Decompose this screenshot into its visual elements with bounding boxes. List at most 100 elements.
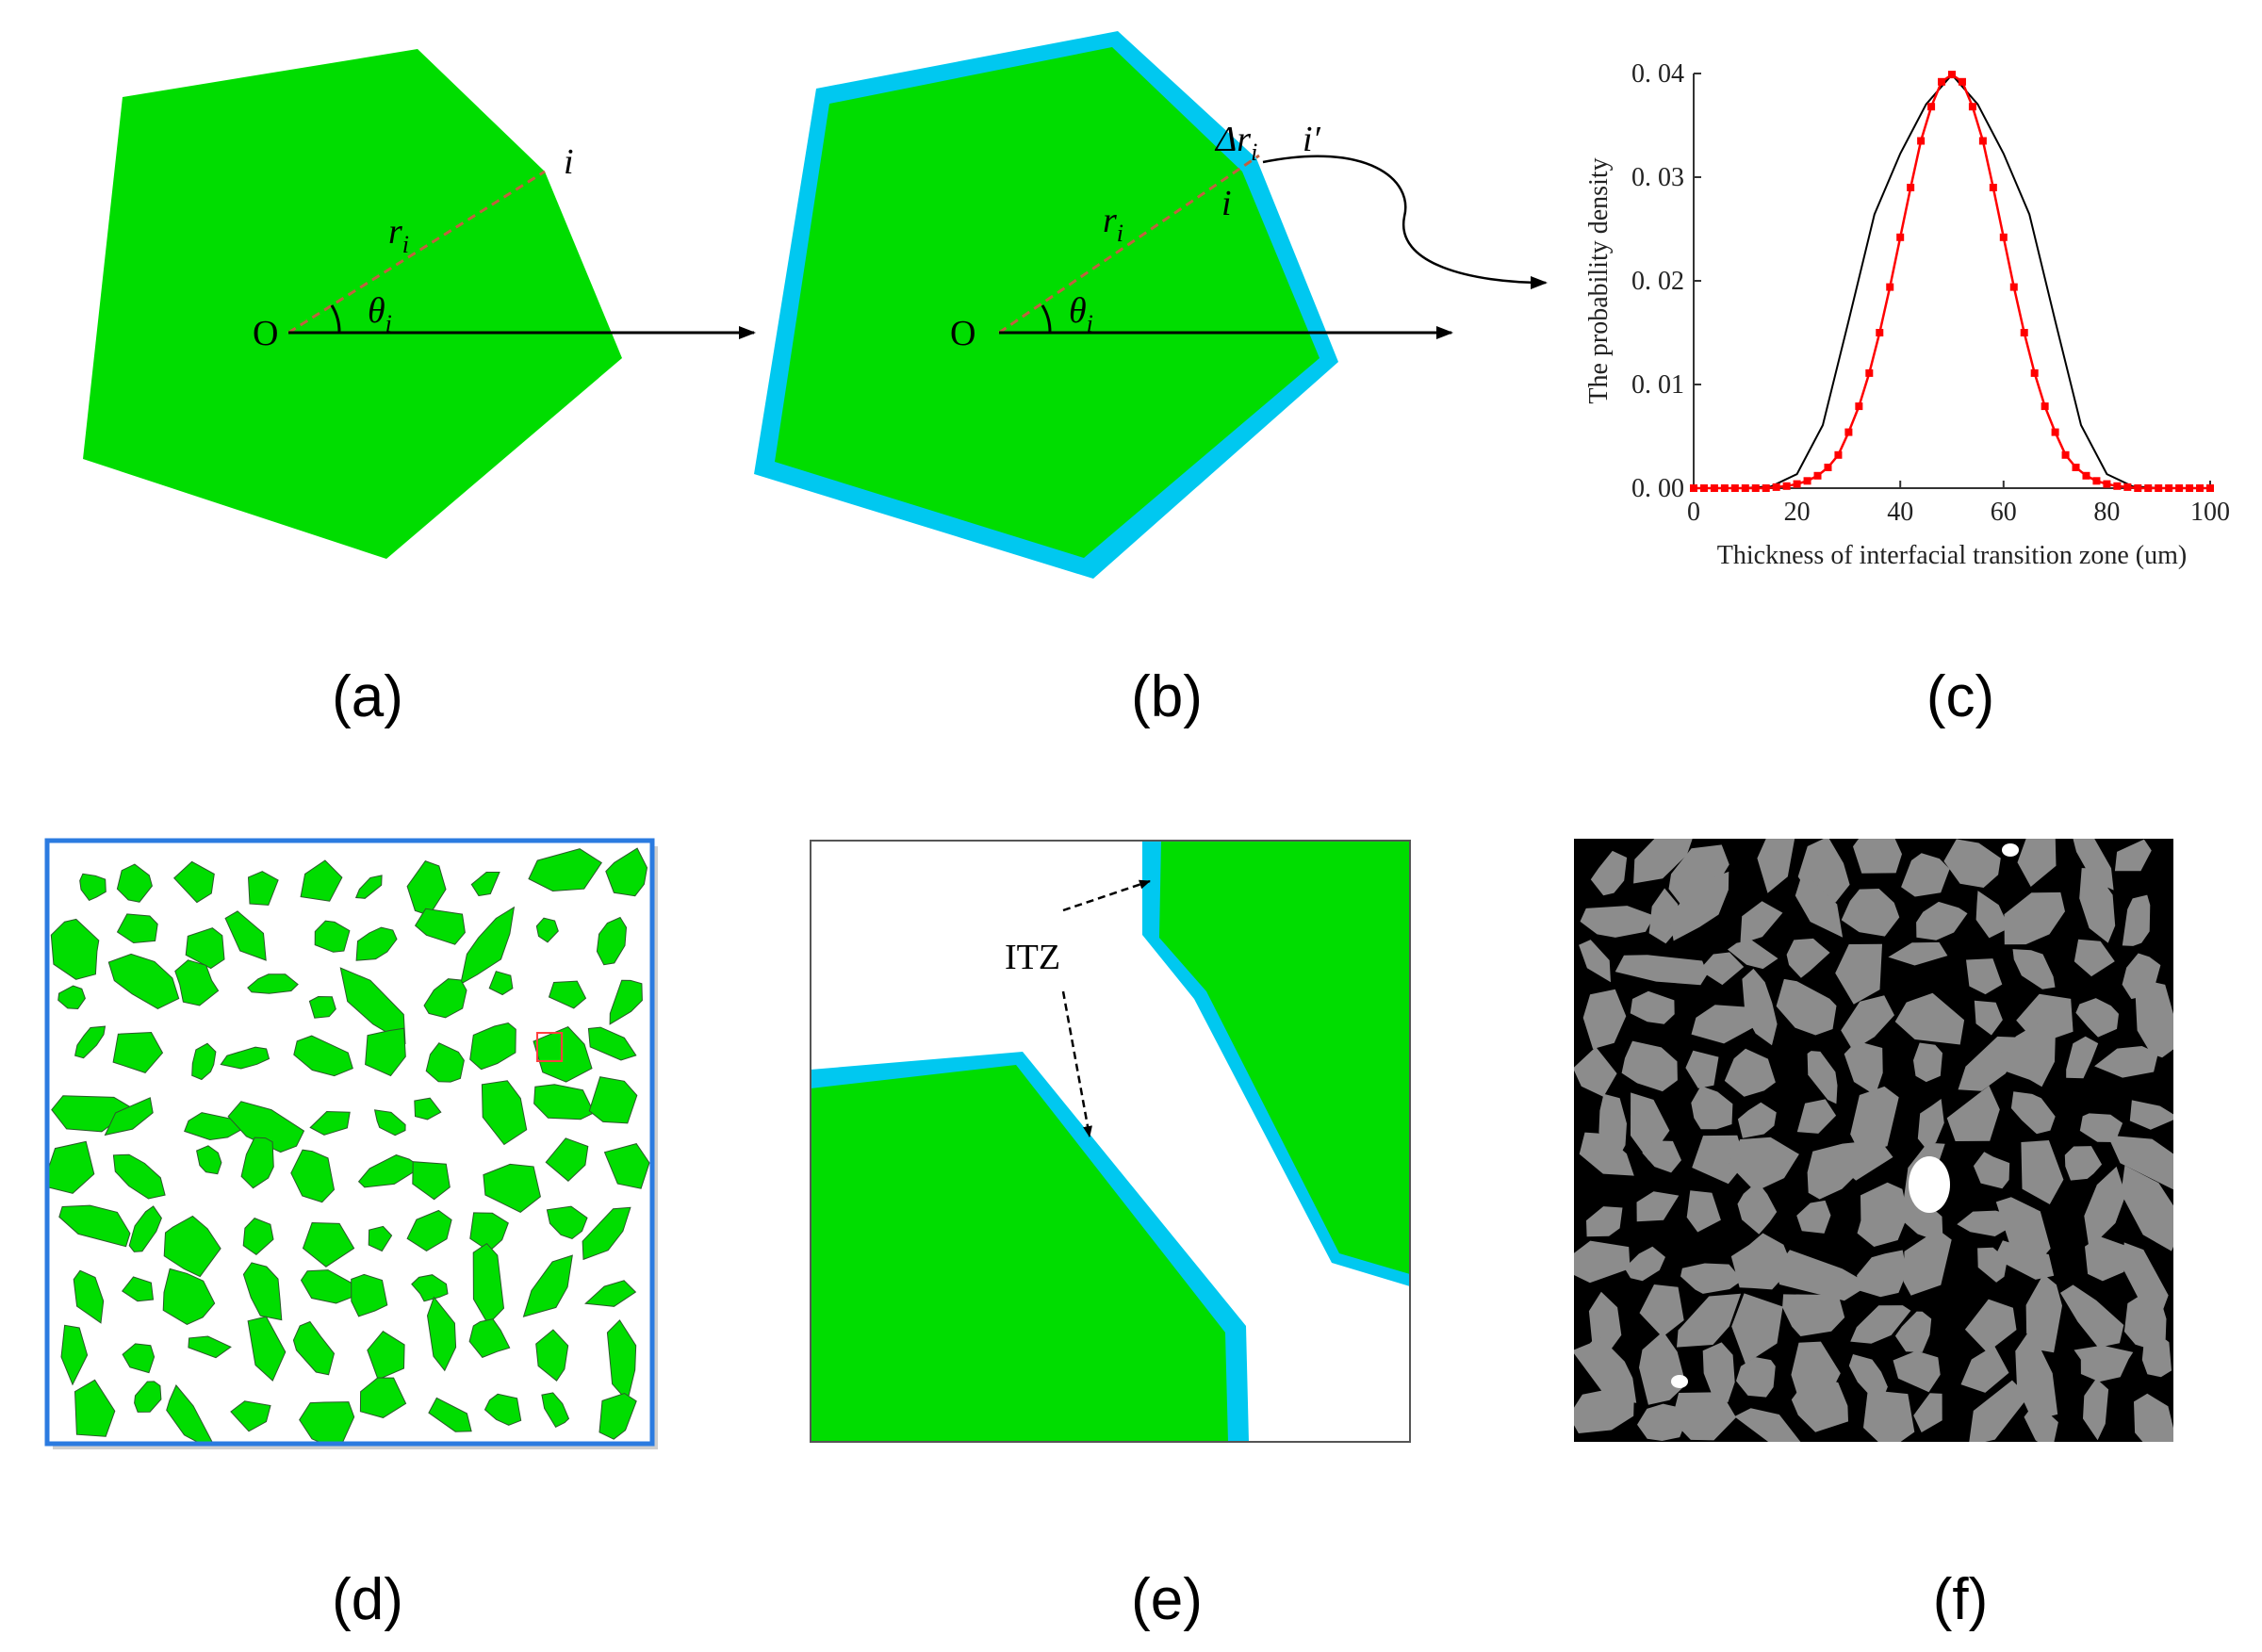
data-point — [1886, 283, 1894, 291]
aggregate-grain-gray — [2141, 1328, 2172, 1378]
aggregate-grain — [582, 1206, 631, 1261]
aggregate-grain-gray — [1807, 1051, 1838, 1104]
angle-symbol: θ — [368, 291, 385, 331]
data-point — [1690, 484, 1697, 492]
aggregate-grain-gray — [1702, 1342, 1735, 1403]
data-point — [1999, 233, 2008, 241]
aggregate-grain-gray — [2114, 839, 2152, 872]
aggregate-grain — [373, 1109, 406, 1137]
aggregate-grain-gray — [2074, 939, 2115, 977]
aggregate-grain-gray — [2004, 891, 2065, 945]
data-point — [1813, 471, 1822, 480]
aggregate-grain — [247, 973, 299, 994]
data-point — [1710, 484, 1718, 492]
aggregate-grain-gray — [1943, 839, 2001, 888]
aggregate-grain-gray — [1574, 1389, 1634, 1433]
aggregate-grain-gray — [1586, 1206, 1623, 1237]
aggregate-grain — [483, 1163, 541, 1213]
angle-label-b: θi — [1069, 291, 1093, 337]
aggregate-grain-gray — [1894, 992, 1965, 1045]
aggregate-grain-gray — [1579, 940, 1611, 983]
origin-label-b: O — [950, 314, 975, 353]
aggregate-grain — [535, 917, 559, 943]
aggregate-grain — [426, 1296, 457, 1372]
aggregate-grain — [302, 1221, 355, 1268]
aggregate-grain — [468, 1318, 511, 1358]
aggregate-grain — [414, 908, 466, 945]
aggregate-grain — [309, 1110, 351, 1136]
aggregate-grain — [355, 926, 398, 961]
aggregate-grain-gray — [1731, 1293, 1783, 1365]
data-point — [2134, 484, 2142, 492]
aggregate-grain — [584, 1280, 637, 1307]
aggregate-grain-gray — [1636, 1191, 1680, 1222]
x-tick-label: 60 — [1991, 498, 2017, 527]
aggregate-grain-gray — [1946, 1086, 2000, 1141]
y-tick-label: 0. 03 — [1631, 163, 1684, 192]
angle-subscript-b: i — [1087, 310, 1093, 337]
aggregate-grain-gray — [1913, 1393, 1942, 1432]
y-axis-label: The probability density — [1584, 157, 1614, 403]
aggregate-grain — [314, 920, 351, 953]
pore-small — [1671, 1375, 1688, 1388]
aggregate-grain-gray — [1737, 1181, 1778, 1235]
radius-subscript-b: i — [1117, 220, 1123, 247]
aggregate-grain — [196, 1145, 222, 1175]
aggregate-grain-gray — [1913, 1042, 1942, 1083]
aggregate-grain-gray — [2085, 1236, 2125, 1282]
x-axis-label: Thickness of interfacial transition zone… — [1717, 541, 2187, 570]
data-point — [2113, 482, 2122, 490]
aggregate-grain — [308, 995, 336, 1019]
aggregate-grain — [367, 1331, 405, 1381]
panel-f: (f) — [1574, 839, 2173, 1632]
aggregate-grain-gray — [1901, 853, 1950, 897]
data-point — [1824, 464, 1832, 471]
aggregate-grain — [60, 1324, 89, 1386]
aggregate-grain-gray — [2025, 1274, 2062, 1353]
aggregate-grain-gray — [1671, 1392, 1736, 1441]
data-point — [2206, 484, 2214, 492]
aggregate-grain-gray — [1969, 1380, 2029, 1442]
aggregate-grain-gray — [1857, 1250, 1908, 1298]
aggregate-grain — [411, 1274, 449, 1302]
vertex-outer-label: i′ — [1303, 120, 1321, 159]
aggregate-grain-gray — [2021, 1140, 2064, 1204]
aggregate-grain — [588, 1076, 638, 1124]
data-point — [2072, 464, 2080, 471]
aggregate-grain — [104, 1097, 154, 1137]
aggregate-grain-gray — [1642, 1140, 1681, 1173]
panel-label-b: (b) — [1131, 664, 1203, 729]
aggregate-grain-gray — [1796, 1200, 1831, 1234]
aggregate-grain-gray — [1574, 1240, 1631, 1284]
panel-a: O i ri θi (a) — [83, 49, 756, 729]
series-line-1 — [1694, 73, 2210, 489]
panel-label-a: (a) — [332, 664, 403, 729]
aggregate-grain-gray — [1917, 1099, 1944, 1149]
aggregate-grain-gray — [1776, 978, 1837, 1036]
aggregate-grain — [293, 1035, 353, 1077]
aggregate-grain-gray — [1964, 1299, 2017, 1353]
x-tick-label: 0 — [1687, 498, 1700, 527]
radius-line-b — [998, 154, 1260, 335]
aggregate-grain — [488, 971, 514, 996]
aggregate-grain-gray — [1796, 1099, 1837, 1134]
aggregate-grain — [162, 1268, 216, 1325]
aggregate-grain — [128, 1205, 162, 1252]
aggregate-grain — [406, 1209, 452, 1251]
aggregate-grain — [414, 1097, 442, 1120]
aggregate-grain-gray — [2135, 981, 2173, 1058]
panel-e: ITZ (e) — [810, 840, 1411, 1632]
aggregate-grain-gray — [1791, 1377, 1848, 1432]
aggregate-grain-gray — [1841, 995, 1894, 1051]
itz-pointer-lower — [1061, 990, 1092, 1137]
aggregate-grain-gray — [1786, 938, 1830, 978]
data-point — [2175, 484, 2184, 492]
panel-label-d: (d) — [332, 1567, 403, 1632]
aggregate-grain — [184, 1112, 242, 1141]
aggregate-grain-gray — [1691, 1005, 1755, 1044]
data-point — [1834, 450, 1843, 459]
aggregate-pentagon — [83, 49, 622, 559]
data-point — [1772, 483, 1780, 491]
panel-d-frame — [44, 838, 655, 1447]
aggregate-grain — [545, 1137, 589, 1182]
